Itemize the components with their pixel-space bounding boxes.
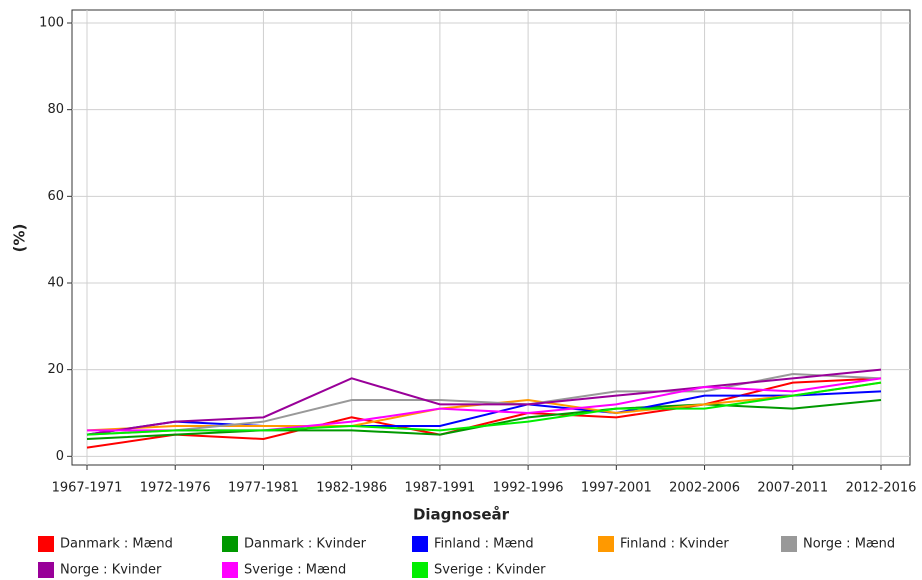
legend-label: Danmark : Kvinder [244, 537, 367, 552]
legend-swatch [412, 536, 428, 552]
legend-label: Finland : Kvinder [620, 537, 729, 552]
x-tick-label: 2012-2016 [846, 481, 917, 496]
legend-label: Sverige : Mænd [244, 563, 346, 578]
legend-swatch [38, 536, 54, 552]
x-tick-label: 2002-2006 [669, 481, 740, 496]
legend-label: Sverige : Kvinder [434, 563, 546, 578]
legend-swatch [222, 562, 238, 578]
x-tick-label: 1992-1996 [493, 481, 564, 496]
x-tick-label: 1972-1976 [140, 481, 211, 496]
legend-swatch [222, 536, 238, 552]
y-tick-label: 60 [47, 189, 64, 204]
x-tick-label: 1982-1986 [316, 481, 387, 496]
legend-swatch [598, 536, 614, 552]
y-tick-label: 40 [47, 276, 64, 291]
legend-label: Norge : Mænd [803, 537, 895, 552]
series-line [86, 368, 882, 436]
x-tick-label: 2007-2011 [757, 481, 828, 496]
legend-label: Danmark : Mænd [60, 537, 173, 552]
x-tick-label: 1967-1971 [52, 481, 123, 496]
y-tick-label: 80 [47, 102, 64, 117]
series-line [86, 381, 882, 436]
legend-swatch [38, 562, 54, 578]
x-axis-label: Diagnoseår [413, 506, 510, 524]
series-line [86, 390, 882, 436]
y-tick-label: 100 [39, 16, 64, 31]
legend-swatch [412, 562, 428, 578]
x-tick-label: 1987-1991 [404, 481, 475, 496]
x-tick-label: 1997-2001 [581, 481, 652, 496]
y-tick-label: 0 [56, 449, 64, 464]
x-tick-label: 1977-1981 [228, 481, 299, 496]
y-axis-label: (%) [11, 224, 29, 253]
legend-swatch [781, 536, 797, 552]
y-tick-label: 20 [47, 362, 64, 377]
legend-label: Norge : Kvinder [60, 563, 162, 578]
series-line [86, 377, 882, 449]
legend-label: Finland : Mænd [434, 537, 534, 552]
